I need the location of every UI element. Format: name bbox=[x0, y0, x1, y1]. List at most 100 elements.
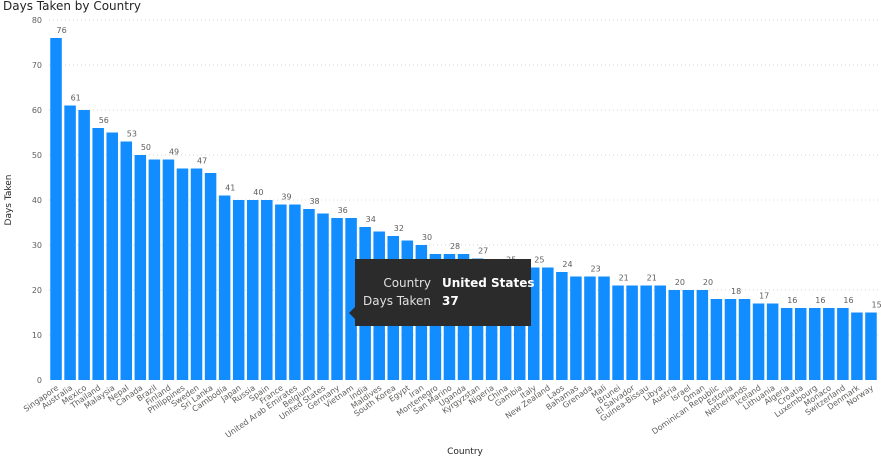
data-label: 21 bbox=[647, 274, 657, 283]
data-label: 56 bbox=[99, 116, 109, 125]
data-label: 15 bbox=[871, 301, 881, 310]
data-label: 50 bbox=[141, 143, 151, 152]
bar-thailand[interactable] bbox=[92, 128, 104, 380]
data-label: 38 bbox=[309, 197, 319, 206]
bar-switzerland[interactable] bbox=[837, 308, 849, 380]
y-axis-title: Days Taken bbox=[4, 175, 14, 226]
bar-el-salvador[interactable] bbox=[626, 285, 638, 381]
bar-algeria[interactable] bbox=[780, 308, 793, 380]
bars bbox=[50, 38, 877, 381]
tooltip-key: Country bbox=[383, 276, 431, 290]
data-label: 20 bbox=[675, 278, 685, 287]
bar-singapore[interactable] bbox=[50, 38, 62, 380]
bar-laos[interactable] bbox=[556, 272, 568, 380]
bar-philippines[interactable] bbox=[176, 168, 189, 381]
y-tick-label: 10 bbox=[32, 331, 42, 340]
y-tick-label: 30 bbox=[32, 241, 42, 250]
y-tick-label: 60 bbox=[32, 106, 42, 115]
data-label: 32 bbox=[394, 224, 404, 233]
bar-grenada[interactable] bbox=[584, 276, 596, 381]
data-label: 20 bbox=[703, 278, 713, 287]
data-label: 76 bbox=[57, 26, 67, 35]
data-labels: 7661565350494741403938363432302827252524… bbox=[57, 26, 881, 310]
data-label: 41 bbox=[225, 184, 235, 193]
bar-finland[interactable] bbox=[162, 159, 175, 381]
bar-malaysia[interactable] bbox=[106, 132, 118, 381]
data-label: 16 bbox=[815, 296, 825, 305]
bar-belgium[interactable] bbox=[303, 209, 315, 380]
bar-bahamas[interactable] bbox=[570, 276, 582, 381]
bar-brazil[interactable] bbox=[148, 159, 161, 381]
data-label: 25 bbox=[534, 256, 544, 265]
data-label: 21 bbox=[619, 274, 629, 283]
tooltip-row-days: Days Taken 37 bbox=[355, 294, 531, 312]
data-label: 47 bbox=[197, 157, 207, 166]
bar-dominican-republic[interactable] bbox=[710, 299, 723, 380]
bar-canada[interactable] bbox=[134, 155, 147, 380]
bar-japan[interactable] bbox=[232, 200, 245, 380]
y-tick-label: 40 bbox=[32, 196, 42, 205]
bar-new-zealand[interactable] bbox=[542, 267, 554, 381]
bar-luxembourg[interactable] bbox=[809, 308, 821, 380]
bar-mexico[interactable] bbox=[78, 110, 90, 380]
data-label: 36 bbox=[338, 206, 348, 215]
data-label: 39 bbox=[281, 193, 291, 202]
tooltip-value: 37 bbox=[442, 294, 459, 308]
x-axis-title: Country bbox=[447, 447, 483, 457]
tooltip-key: Days Taken bbox=[363, 294, 431, 308]
hover-tooltip: Country United States Days Taken 37 bbox=[349, 259, 535, 326]
bar-denmark[interactable] bbox=[851, 312, 863, 381]
data-label: 30 bbox=[422, 233, 432, 242]
bar-israel[interactable] bbox=[682, 290, 695, 380]
y-tick-label: 70 bbox=[32, 61, 42, 70]
bar-estonia[interactable] bbox=[724, 299, 737, 380]
bar-france[interactable] bbox=[275, 204, 287, 381]
bar-brunei[interactable] bbox=[612, 285, 624, 381]
bar-spain[interactable] bbox=[261, 200, 273, 380]
data-label: 61 bbox=[71, 94, 81, 103]
bar-lithuania[interactable] bbox=[766, 303, 779, 381]
bar-australia[interactable] bbox=[64, 105, 76, 381]
bar-austria[interactable] bbox=[668, 290, 681, 380]
bar-sri-lanka[interactable] bbox=[204, 173, 217, 380]
bar-sweden[interactable] bbox=[190, 168, 203, 381]
bar-russia[interactable] bbox=[246, 200, 259, 380]
y-tick-label: 20 bbox=[32, 286, 42, 295]
x-axis-ticks: SingaporeAustraliaMexicoThailandMalaysia… bbox=[22, 383, 875, 440]
bar-libya[interactable] bbox=[654, 285, 666, 381]
data-label: 34 bbox=[366, 215, 376, 224]
bar-iceland[interactable] bbox=[752, 303, 765, 381]
data-label: 17 bbox=[759, 292, 769, 301]
bar-netherlands[interactable] bbox=[738, 299, 751, 380]
bar-guinea-bissau[interactable] bbox=[640, 285, 652, 381]
y-tick-label: 0 bbox=[37, 376, 42, 385]
data-label: 27 bbox=[478, 247, 488, 256]
y-axis-ticks: 0 10 20 30 40 50 60 70 80 bbox=[32, 16, 42, 385]
data-label: 28 bbox=[450, 242, 460, 251]
data-label: 53 bbox=[127, 130, 137, 139]
bar-mali[interactable] bbox=[598, 276, 610, 381]
bar-vietnam[interactable] bbox=[345, 218, 357, 380]
bar-united-arab-emirates[interactable] bbox=[289, 204, 301, 381]
bar-italy[interactable] bbox=[527, 267, 540, 381]
data-label: 16 bbox=[843, 296, 853, 305]
bar-norway[interactable] bbox=[865, 312, 877, 381]
data-label: 23 bbox=[590, 265, 600, 274]
data-label: 40 bbox=[253, 188, 263, 197]
bar-oman[interactable] bbox=[696, 290, 709, 380]
bar-croatia[interactable] bbox=[794, 308, 807, 380]
bar-nepal[interactable] bbox=[120, 141, 133, 381]
tooltip-row-country: Country United States bbox=[355, 276, 534, 294]
data-label: 49 bbox=[169, 148, 179, 157]
data-label: 18 bbox=[731, 287, 741, 296]
bar-cambodia[interactable] bbox=[218, 195, 231, 381]
tooltip-value: United States bbox=[442, 276, 535, 290]
y-tick-label: 50 bbox=[32, 151, 42, 160]
bar-monaco[interactable] bbox=[823, 308, 835, 380]
chart-title: Days Taken by Country bbox=[3, 0, 141, 13]
y-tick-label: 80 bbox=[32, 16, 42, 25]
data-label: 16 bbox=[787, 296, 797, 305]
bar-germany[interactable] bbox=[331, 218, 343, 380]
bar-united-states[interactable] bbox=[317, 213, 329, 381]
